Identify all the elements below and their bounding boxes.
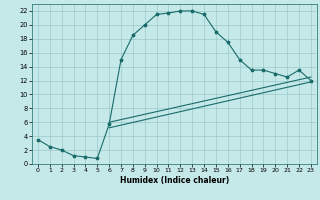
X-axis label: Humidex (Indice chaleur): Humidex (Indice chaleur) (120, 176, 229, 185)
